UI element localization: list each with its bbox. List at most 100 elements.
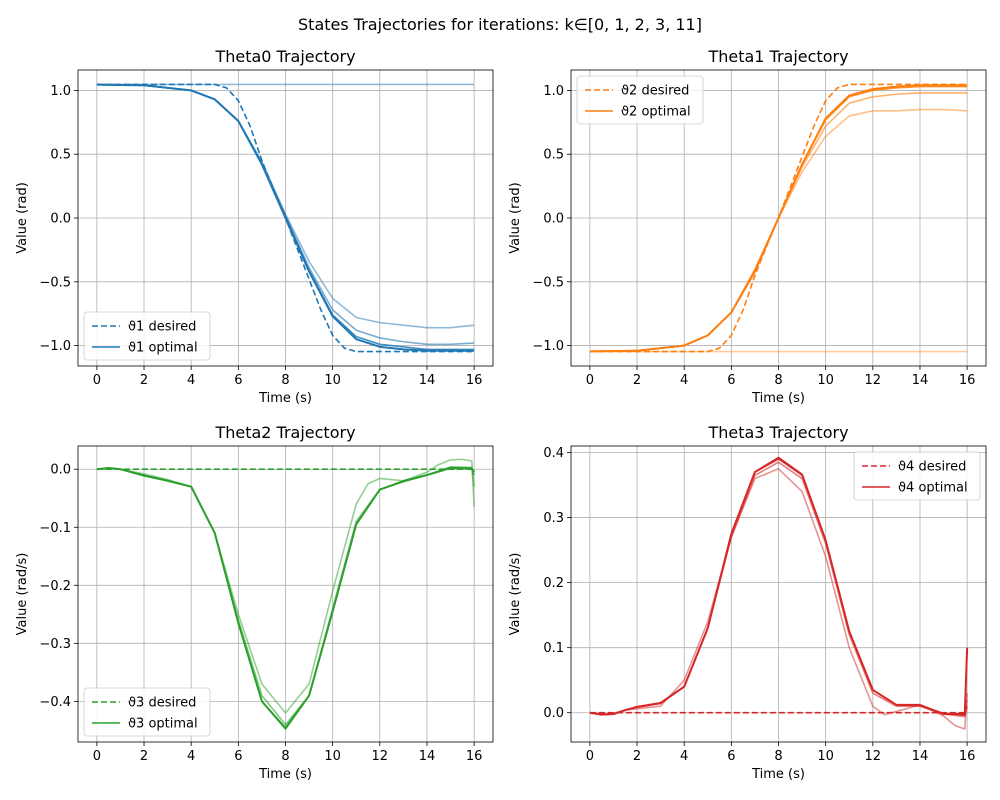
x-tick-label: 12 — [865, 749, 882, 764]
y-tick-label: 1.0 — [50, 84, 71, 99]
figure-suptitle: States Trajectories for iterations: k∈[0… — [298, 15, 702, 34]
plot-area — [96, 458, 475, 730]
subplot-title: Theta1 Trajectory — [707, 47, 848, 66]
x-tick-label: 8 — [281, 749, 289, 764]
y-tick-label: −0.3 — [39, 637, 71, 652]
x-tick-label: 2 — [633, 373, 641, 388]
x-tick-label: 2 — [140, 749, 148, 764]
x-tick-label: 12 — [865, 373, 882, 388]
x-tick-label: 16 — [959, 373, 976, 388]
subplot-title: Theta0 Trajectory — [214, 47, 355, 66]
legend-label: ϑ2 desired — [621, 84, 689, 99]
y-tick-label: −0.4 — [39, 695, 71, 710]
x-tick-label: 16 — [959, 749, 976, 764]
x-tick-label: 12 — [372, 749, 389, 764]
x-tick-label: 16 — [466, 749, 483, 764]
x-tick-label: 8 — [774, 373, 782, 388]
y-tick-label: 0.3 — [543, 511, 564, 526]
plot-area — [96, 83, 475, 353]
legend-label: ϑ2 optimal — [621, 105, 691, 120]
legend-label: ϑ1 desired — [128, 320, 196, 335]
x-tick-label: 2 — [633, 749, 641, 764]
optimal-iteration-line-3 — [96, 467, 475, 730]
subplot-theta3: 0 2 4 6 8 10 12 14 16 0.0 0.1 0.2 0.3 0.4 Theta3 Traje… — [508, 423, 987, 782]
y-tick-label: −0.5 — [39, 275, 71, 290]
y-tick-label: −1.0 — [39, 339, 71, 354]
legend-label: ϑ3 optimal — [128, 717, 198, 732]
x-tick-label: 14 — [912, 749, 929, 764]
y-tick-label: 0.0 — [543, 212, 564, 227]
x-tick-label: 10 — [324, 749, 341, 764]
y-tick-label: 0.0 — [543, 706, 564, 721]
legend-box — [853, 451, 981, 501]
x-tick-label: 14 — [419, 373, 436, 388]
plot-area — [589, 83, 968, 353]
legend: ϑ2 desired ϑ2 optimal — [576, 75, 704, 125]
x-tick-label: 0 — [93, 373, 101, 388]
x-tick-label: 0 — [586, 373, 594, 388]
x-tick-label: 0 — [586, 749, 594, 764]
subplot-title: Theta2 Trajectory — [214, 423, 355, 442]
x-tick-label: 8 — [281, 373, 289, 388]
optimal-iteration-line-3 — [589, 456, 969, 716]
legend-label: ϑ3 desired — [128, 696, 196, 711]
subplot-theta1: 0 2 4 6 8 10 12 14 16 −1.0 −0.5 0.0 0.5 1.0 Theta1 Tra… — [508, 47, 987, 406]
x-tick-label: 14 — [419, 749, 436, 764]
x-tick-label: 10 — [817, 373, 834, 388]
optimal-iteration-line-4 — [96, 83, 475, 352]
subplot-theta2: 0 2 4 6 8 10 12 14 16 −0.4 −0.3 −0.2 −0.1 0.0 Theta2 T… — [15, 423, 494, 782]
x-axis-label: Time (s) — [751, 391, 805, 406]
plot-area — [589, 456, 969, 730]
legend-label: ϑ4 optimal — [898, 481, 968, 496]
y-tick-label: 0.4 — [543, 446, 564, 461]
legend-box — [576, 75, 704, 125]
y-axis-label: Value (rad) — [508, 182, 523, 254]
x-tick-label: 4 — [680, 749, 688, 764]
y-tick-label: 1.0 — [543, 84, 564, 99]
y-axis-label: Value (rad/s) — [15, 553, 30, 636]
x-tick-label: 10 — [324, 373, 341, 388]
x-tick-label: 6 — [234, 749, 242, 764]
x-axis-label: Time (s) — [258, 767, 312, 782]
y-tick-label: 0.0 — [50, 212, 71, 227]
legend-label: ϑ1 optimal — [128, 341, 198, 356]
x-axis-label: Time (s) — [258, 391, 312, 406]
y-tick-label: 0.5 — [543, 148, 564, 163]
legend: ϑ4 desired ϑ4 optimal — [853, 451, 981, 501]
y-axis-label: Value (rad/s) — [508, 553, 523, 636]
desired-line — [589, 83, 968, 353]
x-tick-label: 6 — [727, 373, 735, 388]
y-tick-label: −0.2 — [39, 579, 71, 594]
y-tick-label: 0.1 — [543, 641, 564, 656]
y-tick-label: 0.5 — [50, 148, 71, 163]
legend-label: ϑ4 desired — [898, 460, 966, 475]
y-tick-label: 0.2 — [543, 576, 564, 591]
legend: ϑ3 desired ϑ3 optimal — [83, 687, 211, 737]
y-axis-label: Value (rad) — [15, 182, 30, 254]
x-tick-label: 16 — [466, 373, 483, 388]
x-tick-label: 10 — [817, 749, 834, 764]
x-tick-label: 8 — [774, 749, 782, 764]
y-tick-label: 0.0 — [50, 463, 71, 478]
x-tick-label: 4 — [187, 373, 195, 388]
x-tick-label: 6 — [234, 373, 242, 388]
legend-box — [83, 687, 211, 737]
x-tick-label: 14 — [912, 373, 929, 388]
y-tick-label: −1.0 — [532, 339, 564, 354]
subplot-title: Theta3 Trajectory — [707, 423, 848, 442]
desired-line — [96, 83, 475, 353]
x-tick-label: 4 — [187, 749, 195, 764]
legend: ϑ1 desired ϑ1 optimal — [83, 311, 211, 361]
x-tick-label: 4 — [680, 373, 688, 388]
subplot-theta0: 0 2 4 6 8 10 12 14 16 −1.0 −0.5 0.0 0.5 1.0 Theta0 Tra… — [15, 47, 494, 406]
x-tick-label: 2 — [140, 373, 148, 388]
x-axis-label: Time (s) — [751, 767, 805, 782]
optimal-iteration-line-4 — [589, 84, 968, 353]
x-tick-label: 0 — [93, 749, 101, 764]
y-tick-label: −0.5 — [532, 275, 564, 290]
y-tick-label: −0.1 — [39, 521, 71, 536]
x-tick-label: 6 — [727, 749, 735, 764]
optimal-iteration-line-0 — [96, 458, 475, 714]
x-tick-label: 12 — [372, 373, 389, 388]
